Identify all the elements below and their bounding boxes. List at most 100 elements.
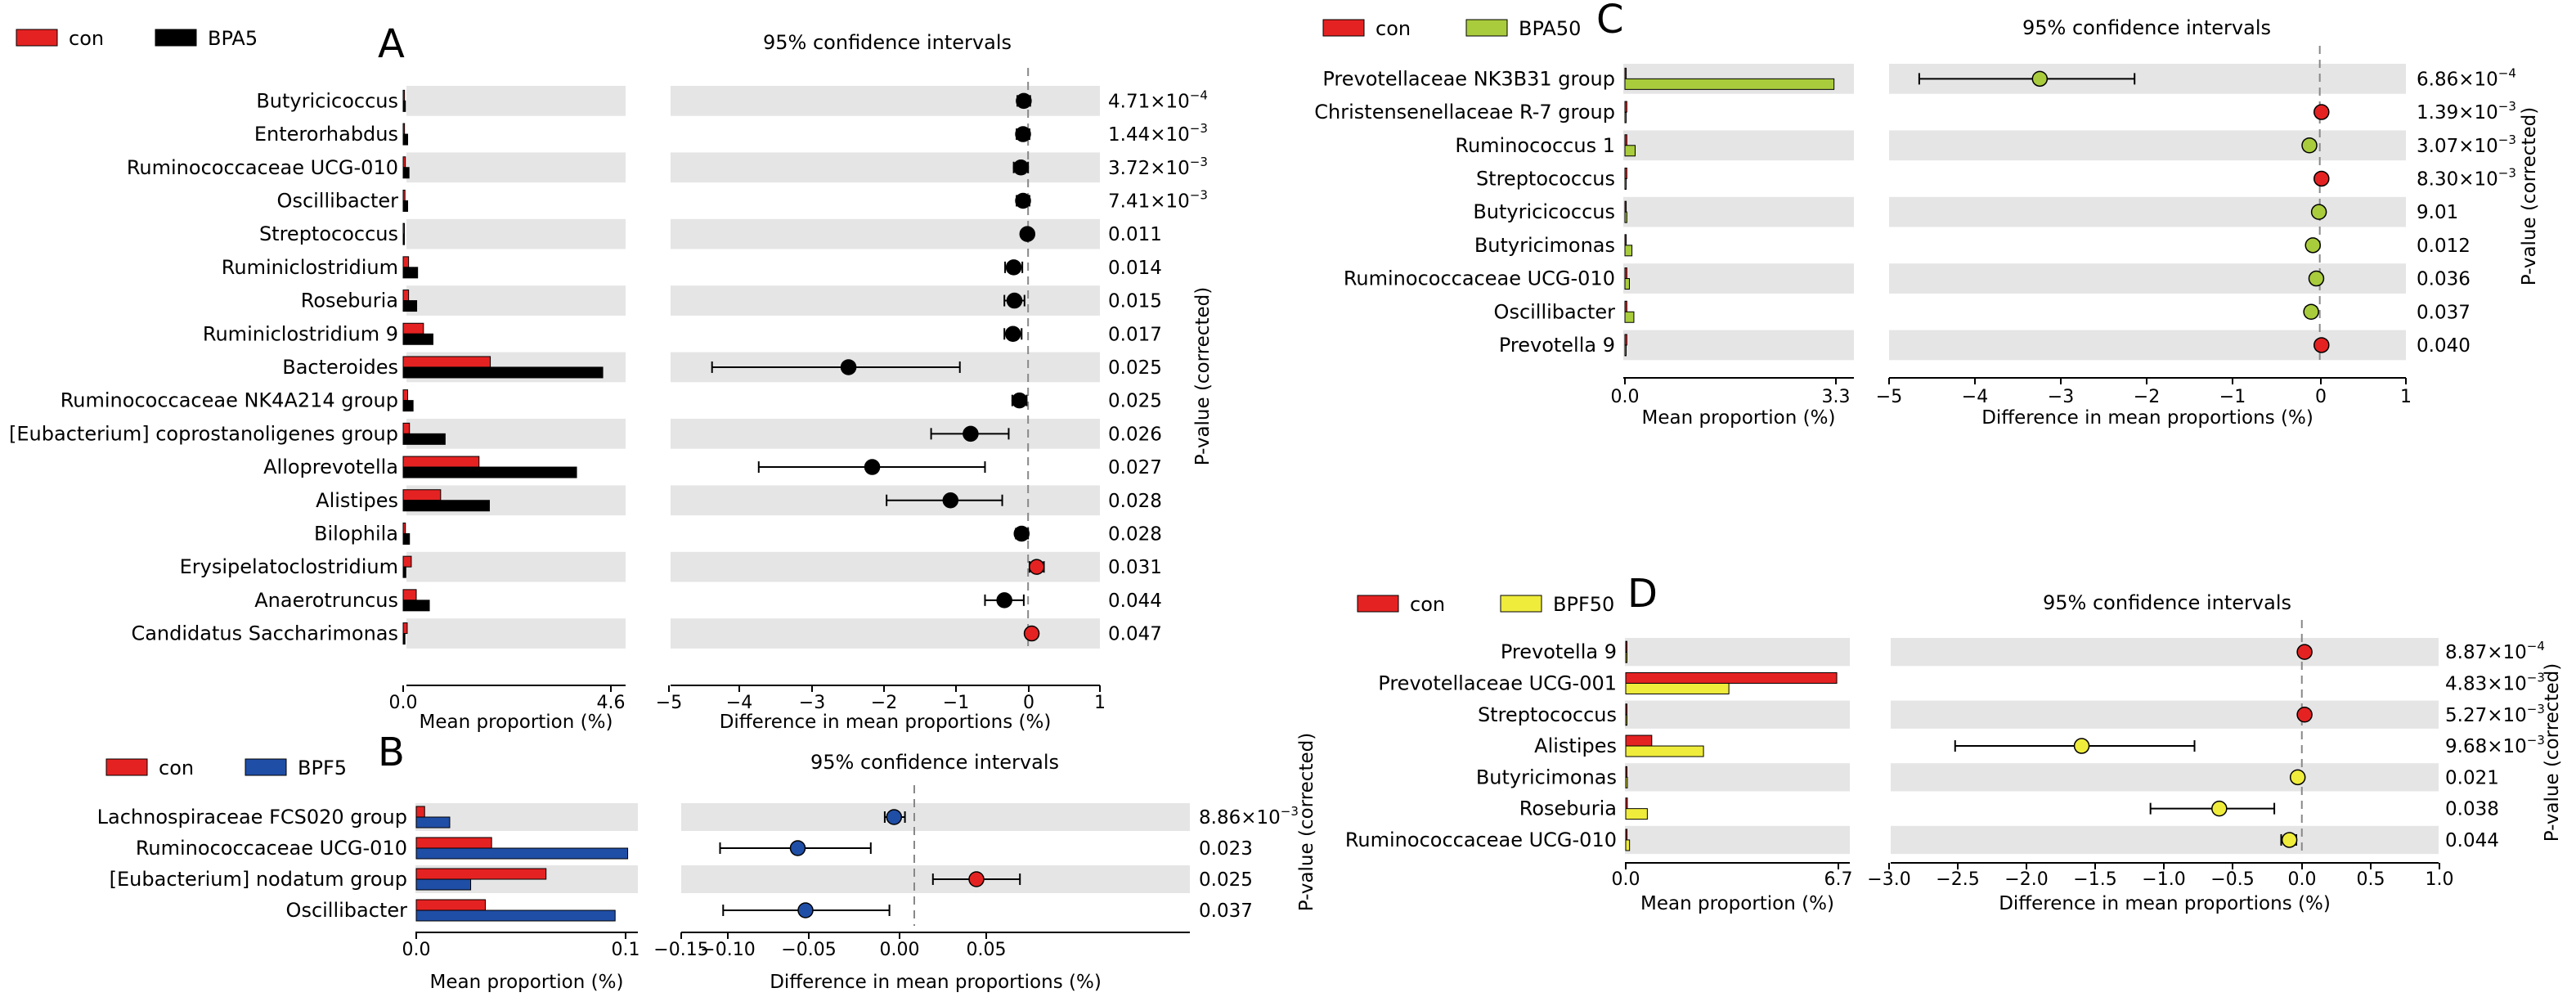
bar-con: [402, 456, 480, 468]
legend-label: BPF50: [1553, 593, 1614, 616]
bar-con: [1625, 671, 1838, 684]
ci-point: [2296, 644, 2313, 660]
ci-point: [2296, 707, 2313, 723]
ci-point: [2301, 137, 2318, 154]
ci-point: [2313, 170, 2330, 187]
p-value: 0.036: [2417, 269, 2471, 290]
bar-treatment: [402, 300, 418, 312]
row-label: Oscillibacter: [277, 189, 399, 212]
ci-tick-label: −4: [1962, 387, 1988, 407]
row-band: [671, 285, 1100, 316]
bar-treatment: [1625, 776, 1628, 788]
ci-tick-label: −1: [943, 693, 969, 713]
p-value: 8.86×10−3: [1199, 804, 1299, 829]
ci-tick-label: −1.5: [2073, 869, 2116, 890]
p-value: 0.038: [2445, 799, 2499, 820]
bar-treatment: [402, 133, 409, 146]
ci-xlabel: Difference in mean proportions (%): [1981, 407, 2313, 429]
ci-tick-label: −5: [1876, 387, 1902, 407]
legend-label: con: [69, 27, 104, 50]
p-value: 3.72×10−3: [1108, 155, 1208, 179]
row-label: Prevotella 9: [1499, 334, 1615, 357]
ci-point: [2303, 303, 2319, 320]
p-value: 5.27×10−3: [2445, 702, 2545, 726]
ci-point: [1004, 326, 1021, 342]
p-value: 0.014: [1108, 258, 1162, 279]
ci-title: 95% confidence intervals: [2043, 591, 2291, 614]
row-band: [1625, 825, 1850, 855]
bar-xlabel: Mean proportion (%): [1642, 407, 1836, 429]
bar-treatment: [402, 500, 490, 512]
bar-treatment: [402, 366, 604, 379]
ci-point: [789, 840, 806, 856]
ci-tick-label: −2.5: [1936, 869, 1979, 890]
p-value: 0.028: [1108, 491, 1162, 512]
ci-tick-label: 0.5: [2357, 869, 2385, 890]
bar-treatment: [402, 466, 577, 478]
ci-tick-label: 0: [2315, 387, 2327, 407]
row-label: Alloprevotella: [263, 456, 398, 478]
p-value: 8.30×10−3: [2417, 165, 2516, 190]
ci-tick-label: −3: [799, 693, 825, 713]
p-value: 0.025: [1108, 391, 1162, 412]
legend-label: con: [1410, 593, 1445, 616]
row-band: [1623, 130, 1854, 161]
row-label: Butyricimonas: [1476, 766, 1617, 788]
bar-treatment: [402, 633, 406, 645]
panel-c: con BPA50 C 95% confidence intervals Prevote…: [1314, 0, 2540, 429]
row-band: [671, 86, 1100, 116]
panel-letter: D: [1627, 571, 1658, 617]
bar-treatment: [1624, 78, 1835, 90]
ci-point: [2073, 738, 2090, 754]
bar-treatment: [1625, 839, 1631, 851]
bar-con: [1625, 640, 1627, 653]
ci-point: [1006, 292, 1023, 309]
bar-treatment: [402, 532, 411, 545]
panel-d: con BPF50 D 95% confidence intervals Prevote…: [1296, 571, 2563, 914]
row-label: Christensenellaceae R-7 group: [1314, 101, 1615, 124]
bar-con: [402, 156, 406, 168]
p-value: 0.011: [1108, 224, 1162, 245]
panel-letter: C: [1596, 0, 1624, 43]
ci-tick-label: 0: [1023, 693, 1034, 713]
ci-point: [1005, 259, 1022, 276]
ci-tick-label: −2.0: [2004, 869, 2048, 890]
bar-con: [1624, 101, 1627, 113]
bar-treatment: [402, 566, 406, 578]
row-label: Butyricicoccus: [256, 89, 398, 112]
bar-treatment: [1624, 278, 1630, 290]
ci-point: [886, 809, 903, 825]
bar-treatment: [1624, 344, 1627, 357]
ci-tick-label: −0.05: [781, 940, 836, 960]
bar-con: [1624, 267, 1627, 280]
row-band: [1891, 825, 2439, 855]
ci-tick-label: −4: [726, 693, 752, 713]
row-label: Ruminococcaceae UCG-010: [1345, 829, 1617, 851]
legend-swatch: [1322, 19, 1365, 37]
p-value: 3.07×10−3: [2417, 132, 2516, 157]
bar-treatment: [1624, 211, 1627, 223]
legend-swatch: [105, 758, 148, 776]
ci-point: [2289, 769, 2306, 786]
bar-con: [1625, 766, 1627, 778]
p-value: 0.027: [1108, 457, 1162, 478]
ci-xlabel: Difference in mean proportions (%): [770, 972, 1102, 993]
ci-point: [2281, 832, 2298, 848]
ci-point: [840, 359, 857, 375]
bar-treatment: [1624, 177, 1627, 190]
row-label: Anaerotruncus: [254, 589, 398, 612]
bar-treatment: [402, 100, 406, 112]
p-value: 0.031: [1108, 557, 1162, 578]
row-label: [Eubacterium] coprostanoligenes group: [9, 422, 398, 445]
row-label: Ruminococcaceae UCG-010: [127, 156, 398, 179]
p-value: 4.83×10−3: [2445, 670, 2545, 694]
p-value-axis-label-left: P-value (corrected): [1296, 733, 1317, 911]
bar-tick-label: 0.1: [612, 940, 640, 960]
p-value: 0.044: [2445, 830, 2499, 851]
row-band: [671, 419, 1100, 449]
ci-xlabel: Difference in mean proportions (%): [720, 712, 1052, 733]
bar-treatment: [402, 200, 409, 212]
bar-con: [402, 389, 409, 402]
ci-point: [1019, 226, 1036, 242]
bar-con: [1625, 829, 1628, 841]
